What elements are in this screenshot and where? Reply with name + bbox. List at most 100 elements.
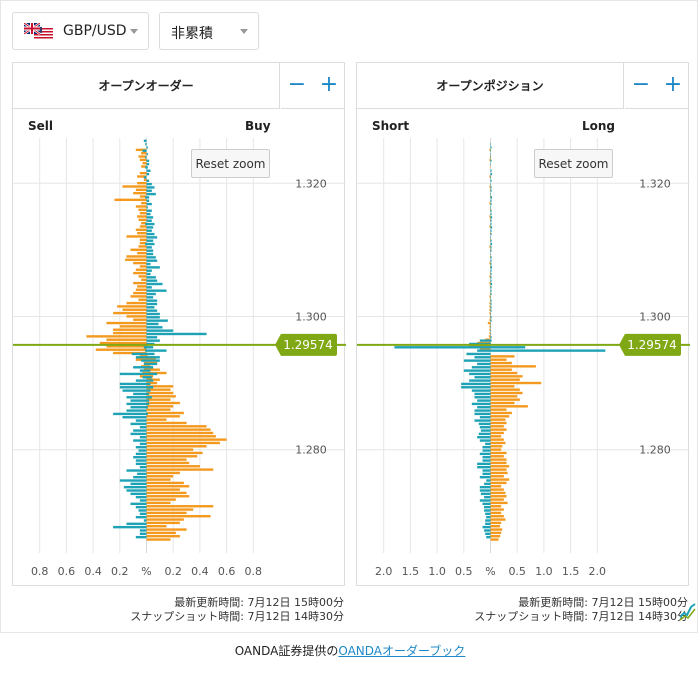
bar-teal [146, 146, 148, 149]
bar-orange [138, 245, 147, 248]
bar-teal [133, 475, 147, 479]
order-timestamps: 最新更新時間: 7月12日 15時00分 スナップショット時間: 7月12日 1… [130, 596, 344, 624]
footer: OANDA証券提供のOANDAオーダーブック [0, 642, 700, 659]
bar-orange [143, 178, 147, 182]
bar-teal [490, 186, 492, 189]
bar-teal [490, 276, 492, 279]
bar-orange [490, 465, 510, 468]
zoom-out-button[interactable]: − [625, 63, 657, 109]
position-timestamps: 最新更新時間: 7月12日 15時00分 スナップショット時間: 7月12日 1… [474, 596, 688, 624]
bar-teal [482, 449, 491, 452]
bar-teal [142, 376, 147, 379]
bar-teal [490, 262, 492, 266]
bar-orange [95, 348, 147, 351]
bar-orange [489, 261, 491, 265]
bar-teal [146, 286, 152, 289]
bar-teal [146, 282, 163, 286]
bar-teal [490, 142, 492, 146]
bar-orange [146, 385, 174, 388]
bar-teal [135, 446, 147, 449]
bar-teal [146, 352, 155, 356]
bar-teal [146, 152, 148, 156]
bar-orange [139, 195, 147, 198]
bar-teal [146, 312, 160, 316]
reset-zoom-button[interactable]: Reset zoom [191, 149, 270, 178]
bar-orange [146, 425, 207, 428]
bar-orange [490, 458, 507, 461]
bar-orange [490, 511, 502, 515]
bar-teal [490, 146, 492, 149]
bar-teal [139, 436, 147, 439]
reset-zoom-button[interactable]: Reset zoom [534, 149, 613, 178]
bar-teal [394, 346, 491, 349]
bar-orange [489, 155, 491, 158]
bar-teal [484, 482, 491, 486]
orderbook-link[interactable]: OANDAオーダーブック [338, 644, 466, 658]
price-tick-label: 1.320 [295, 177, 327, 190]
zoom-in-button[interactable]: + [313, 63, 345, 109]
bar-orange [490, 405, 528, 408]
bar-teal [146, 226, 154, 229]
x-tick-label: 0.4 [84, 565, 102, 578]
bar-orange [146, 538, 171, 541]
bar-orange [490, 481, 507, 485]
bar-orange [138, 155, 147, 158]
bar-teal [146, 316, 160, 319]
bar-teal [139, 369, 147, 372]
bar-orange [146, 398, 171, 401]
zoom-in-button[interactable]: + [657, 63, 689, 109]
bar-orange [135, 228, 147, 231]
bar-orange [490, 475, 504, 478]
bar-teal [146, 219, 152, 222]
bar-orange [146, 431, 214, 435]
x-tick-label: 0.5 [455, 565, 473, 578]
pair-select[interactable]: GBP/USD [12, 12, 149, 50]
bar-teal [146, 272, 151, 276]
bar-teal [123, 485, 147, 489]
bar-teal [119, 386, 147, 389]
bar-orange [141, 201, 147, 205]
bar-teal [133, 456, 147, 459]
bar-teal [477, 362, 491, 366]
bar-teal [477, 436, 491, 439]
mode-select[interactable]: 非累積 [159, 12, 259, 50]
bar-orange [137, 215, 147, 218]
bar-teal [477, 466, 491, 469]
bar-teal [146, 296, 154, 299]
bar-teal [146, 262, 151, 266]
bar-teal [135, 379, 147, 382]
bar-teal [471, 402, 491, 406]
bar-orange [489, 245, 491, 248]
bar-teal [146, 319, 168, 322]
bar-orange [490, 478, 510, 481]
bar-teal [463, 369, 491, 372]
bar-orange [146, 458, 187, 461]
bar-orange [490, 441, 506, 445]
bar-teal [146, 399, 150, 402]
bar-teal [146, 189, 152, 192]
bar-orange [113, 311, 147, 315]
bar-orange [139, 265, 147, 268]
bar-orange [146, 511, 187, 515]
bar-orange [135, 148, 147, 152]
bar-teal [139, 532, 147, 536]
bar-orange [489, 271, 491, 275]
bar-teal [146, 196, 150, 199]
bar-teal [146, 402, 150, 406]
bar-teal [146, 322, 159, 326]
bar-orange [490, 485, 502, 488]
bar-orange [490, 408, 507, 411]
bar-orange [146, 465, 200, 468]
price-tick-label: 1.300 [295, 311, 327, 324]
bar-teal [490, 222, 492, 226]
bar-teal [461, 382, 491, 386]
bar-orange [139, 241, 147, 245]
zoom-out-button[interactable]: − [281, 63, 313, 109]
bar-teal [482, 502, 491, 506]
bar-teal [485, 442, 491, 446]
bar-orange [490, 471, 508, 475]
bar-orange [146, 495, 190, 498]
bar-orange [489, 331, 491, 335]
bar-teal [146, 249, 154, 252]
bar-orange [146, 408, 171, 411]
